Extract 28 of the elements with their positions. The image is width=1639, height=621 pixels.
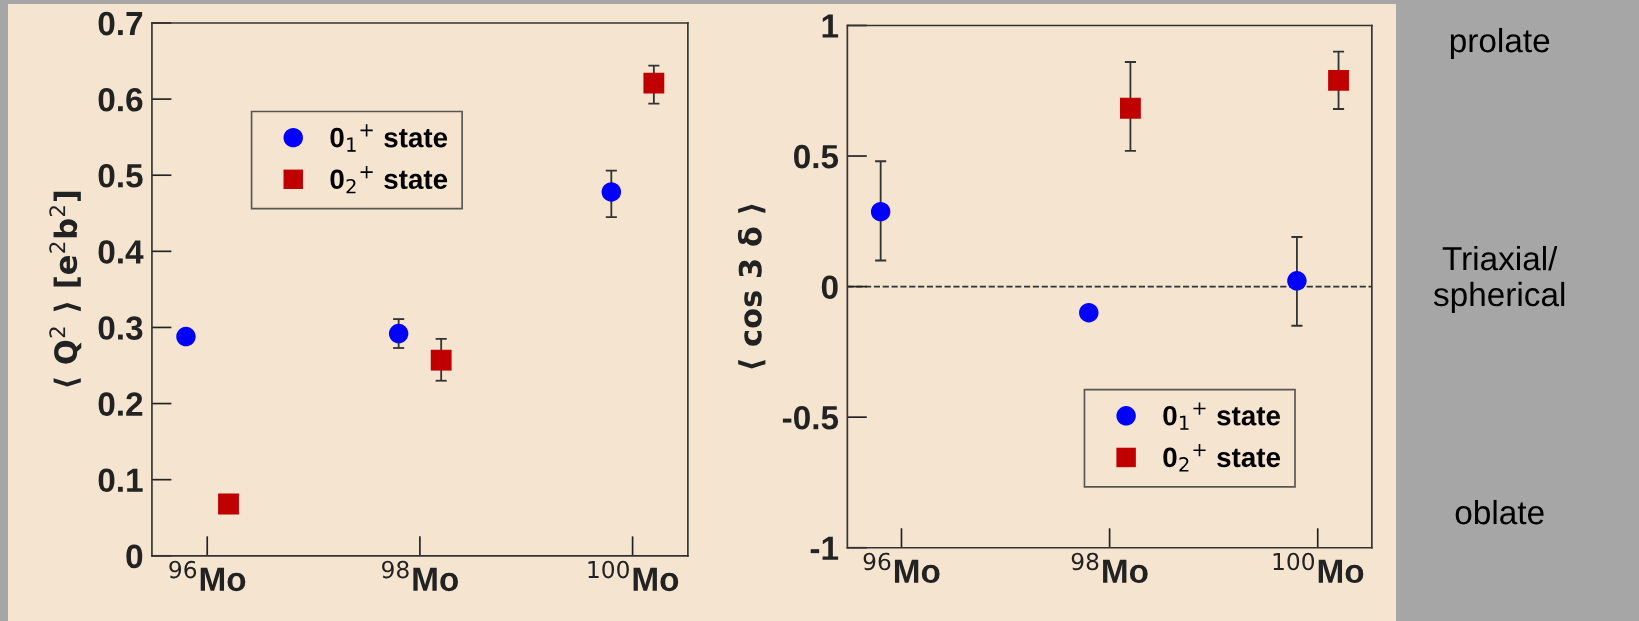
y-tick-label: 1 [822,14,839,38]
y-axis-title: ⟨ Q$^{2}$ ⟩ [e$^{2}$b$^{2}$] [49,191,82,387]
y-tick-label: 0.4 [98,240,144,264]
y-tick-label: 0.7 [98,11,143,36]
text: Triaxial/ spherical [1433,245,1565,313]
y-tick-label: 0.2 [98,392,143,416]
legend-label: 0$_{1}$$^{+}$ state [1163,402,1281,430]
x-tick-label: $^{100}$Mo [1273,552,1364,584]
x-tick-label: $^{96}$Mo [169,560,246,592]
legend-label: 0$_{2}$$^{+}$ state [1163,444,1281,472]
x-tick-label: $^{98}$Mo [1071,552,1148,584]
y-tick-label: 0.3 [98,316,143,340]
y-tick-label: 0.1 [98,468,143,493]
y-axis-title: ⟨ cos 3 δ ⟩ [737,204,766,369]
x-tick-label: $^{100}$Mo [588,560,679,592]
text: prolate [1450,27,1550,60]
text: oblate [1455,499,1544,525]
y-tick-label: 0 [126,544,143,569]
y-tick-label: -1 [810,536,839,560]
legend-label: 0$_{2}$$^{+}$ state [330,165,448,194]
y-tick-label: -0.5 [782,405,839,430]
y-tick-label: 0.5 [794,144,839,169]
x-tick-label: $^{96}$Mo [863,552,940,584]
y-tick-label: 0 [821,275,838,299]
x-tick-label: $^{98}$Mo [382,560,458,592]
y-tick-label: 0.5 [98,164,143,188]
y-tick-label: 0.6 [98,87,143,112]
legend-label: 0$_{1}$$^{+}$ state [330,124,448,152]
